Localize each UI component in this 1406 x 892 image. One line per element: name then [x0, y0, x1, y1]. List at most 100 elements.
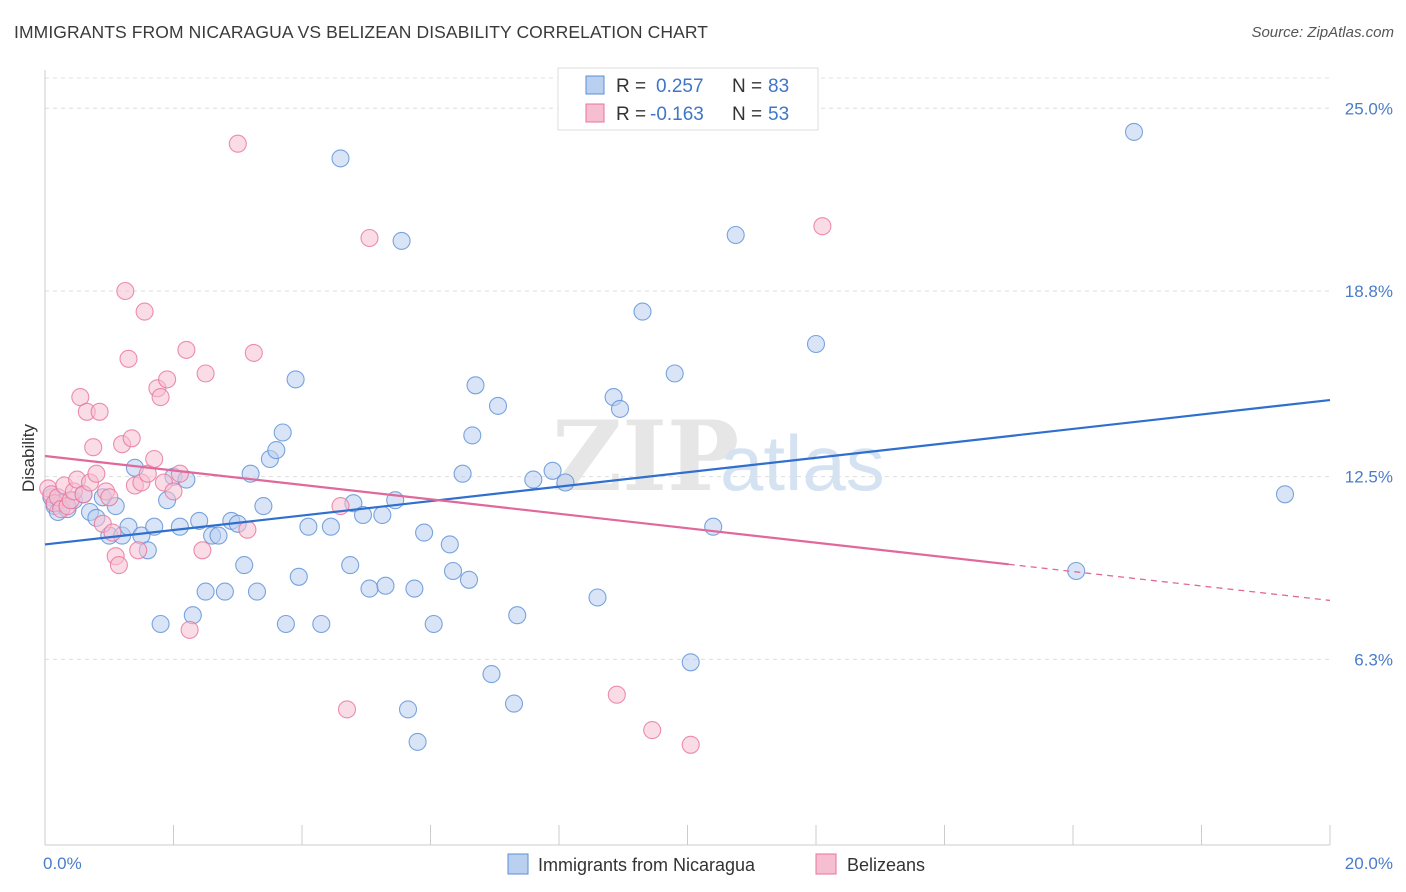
legend-r-value-2: -0.163 [650, 104, 704, 125]
nicaragua-point-39 [286, 370, 305, 389]
nicaragua-point-27 [209, 526, 228, 545]
top-legend: R = 0.257 N = 83 R = -0.163 N = 53 [557, 67, 819, 131]
nicaragua-point-57 [424, 614, 443, 634]
nicaragua-point-42 [312, 614, 331, 634]
belizean-point-16 [90, 402, 109, 421]
axes [44, 70, 1331, 846]
belizean-point-51 [681, 735, 700, 754]
nicaragua-point-56 [415, 523, 434, 542]
nicaragua-point-48 [360, 579, 379, 598]
belizean-point-25 [119, 349, 138, 368]
belizean-point-37 [164, 482, 183, 501]
nicaragua-point-81 [1124, 122, 1144, 141]
y-tick-label-1: 12.5% [1345, 468, 1393, 487]
belizean-point-24 [116, 281, 135, 301]
bottom-legend-label-belizeans: Belizeans [847, 855, 925, 875]
nicaragua-point-68 [524, 470, 543, 489]
legend-n-label-1: N = [732, 76, 762, 97]
nicaragua-point-66 [504, 694, 524, 713]
nicaragua-point-24 [190, 511, 209, 530]
x-tick-label-0: 0.0% [43, 854, 82, 873]
nicaragua-point-79 [806, 334, 826, 354]
nicaragua-point-37 [273, 423, 292, 442]
belizean-point-34 [151, 388, 170, 407]
belizean-point-32 [145, 449, 164, 469]
belizean-point-22 [109, 556, 128, 575]
nicaragua-point-18 [151, 614, 170, 634]
nicaragua-point-80 [1067, 561, 1086, 581]
bottom-legend-swatch-blue [507, 853, 529, 875]
belizean-point-15 [87, 464, 106, 483]
belizean-point-43 [228, 134, 247, 153]
y-tick-label-2: 18.8% [1345, 282, 1393, 301]
nicaragua-point-44 [331, 149, 350, 168]
nicaragua-point-45 [341, 556, 360, 575]
nicaragua-point-23 [183, 606, 202, 625]
nicaragua-point-33 [247, 582, 267, 601]
nicaragua-point-70 [556, 473, 575, 492]
belizean-trend-extension [1008, 563, 1331, 602]
nicaragua-point-55 [408, 732, 427, 751]
nicaragua-point-36 [267, 441, 286, 460]
nicaragua-point-75 [665, 364, 684, 383]
belizean-point-14 [84, 438, 103, 457]
nicaragua-point-25 [196, 582, 215, 601]
nicaragua-point-38 [276, 614, 295, 634]
belizean-point-42 [196, 364, 215, 383]
nicaragua-point-65 [488, 396, 508, 415]
nicaragua-point-60 [453, 464, 472, 483]
trend-lines [44, 398, 1331, 602]
belizean-point-40 [180, 620, 199, 639]
legend-n-value-1: 83 [768, 76, 789, 97]
nicaragua-point-61 [459, 570, 479, 589]
nicaragua-point-82 [1275, 485, 1295, 504]
belizean-point-41 [193, 541, 212, 560]
belizean-point-19 [100, 488, 119, 507]
gridlines [45, 77, 1330, 660]
nicaragua-point-63 [466, 376, 485, 395]
bottom-legend: Immigrants from Nicaragua Belizeans [507, 853, 925, 875]
nicaragua-point-40 [289, 567, 308, 586]
nicaragua-point-67 [508, 606, 527, 625]
belizean-point-39 [177, 340, 196, 359]
nicaragua-point-74 [633, 302, 652, 321]
belizean-point-30 [135, 302, 154, 321]
belizean-point-26 [122, 429, 141, 448]
watermark-atlas: atlas [720, 419, 885, 507]
chart-title: IMMIGRANTS FROM NICARAGUA VS BELIZEAN DI… [14, 22, 709, 42]
belizean-point-44 [238, 520, 257, 539]
legend-n-value-2: 53 [768, 104, 789, 125]
legend-swatch-pink [585, 103, 605, 123]
nicaragua-point-78 [726, 225, 745, 245]
nicaragua-point-76 [681, 653, 700, 672]
belizean-point-47 [337, 700, 357, 719]
belizean-point-48 [360, 228, 379, 248]
nicaragua-point-34 [254, 497, 273, 516]
belizean-point-36 [158, 370, 177, 389]
watermark-zip: ZIP [552, 400, 739, 513]
source-label: Source: ZipAtlas.com [1251, 24, 1394, 41]
y-tick-label-0: 6.3% [1354, 650, 1393, 669]
x-tick-label-1: 20.0% [1345, 854, 1393, 873]
y-tick-label-3: 25.0% [1345, 99, 1393, 118]
legend-r-value-1: 0.257 [656, 76, 704, 97]
nicaragua-point-21 [170, 517, 189, 536]
belizean-point-45 [244, 343, 263, 362]
watermark: ZIP atlas [552, 400, 885, 513]
nicaragua-point-69 [543, 461, 562, 480]
x-tick-labels: 0.0% 20.0% [43, 854, 1393, 873]
nicaragua-point-50 [376, 576, 395, 595]
legend-n-label-2: N = [732, 104, 762, 125]
nicaragua-point-64 [482, 665, 501, 684]
belizean-point-38 [170, 464, 189, 483]
nicaragua-trend-line [44, 398, 1331, 546]
bottom-legend-label-nicaragua: Immigrants from Nicaragua [538, 855, 756, 875]
series-belizeans-points [39, 134, 832, 754]
nicaragua-point-53 [398, 700, 418, 719]
belizean-point-28 [129, 541, 148, 560]
nicaragua-point-47 [353, 505, 373, 525]
nicaragua-point-41 [299, 517, 318, 536]
nicaragua-point-62 [463, 426, 482, 445]
y-tick-labels: 6.3% 12.5% 18.8% 25.0% [1345, 99, 1393, 669]
